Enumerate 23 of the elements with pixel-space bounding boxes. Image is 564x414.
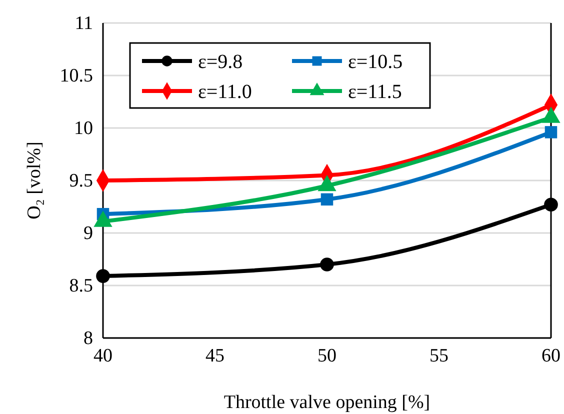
legend-label: ε=10.5 xyxy=(348,51,403,73)
x-tick-label: 50 xyxy=(318,345,336,366)
point xyxy=(320,193,334,206)
y-axis-title: O₂ [vol%] xyxy=(24,142,45,220)
x-axis-title: Throttle valve opening [%] xyxy=(224,392,430,413)
x-tick-label: 45 xyxy=(206,345,224,366)
y-tick-label: 8 xyxy=(84,328,93,350)
legend-label: ε=11.0 xyxy=(198,81,252,103)
y-tick-label: 10 xyxy=(74,118,93,140)
point xyxy=(544,126,558,138)
legend-label: ε=9.8 xyxy=(198,51,243,73)
point xyxy=(96,269,110,283)
y-tick-label: 9 xyxy=(84,223,93,244)
x-tick-label: 40 xyxy=(94,345,112,366)
y-tick-label: 10.5 xyxy=(60,66,93,87)
point xyxy=(544,198,558,212)
x-tick-label: 60 xyxy=(542,345,560,366)
legend-label: ε=11.5 xyxy=(348,81,402,103)
y-tick-label: 8.5 xyxy=(69,276,93,297)
y-tick-label: 9.5 xyxy=(69,170,93,192)
y-tick-label: 11 xyxy=(74,13,93,34)
x-tick-label: 55 xyxy=(430,345,448,366)
point xyxy=(320,258,334,272)
